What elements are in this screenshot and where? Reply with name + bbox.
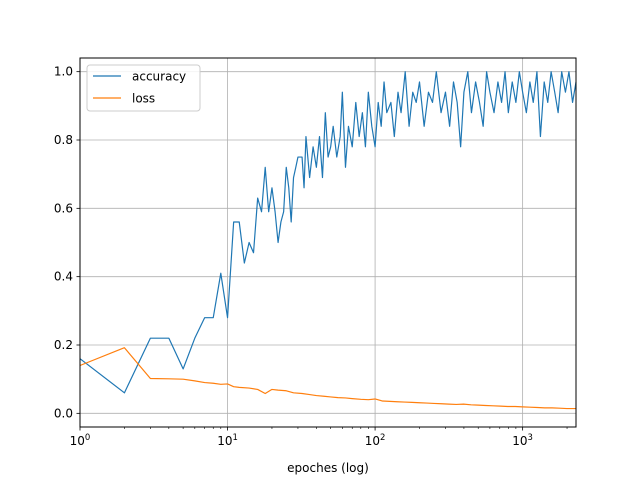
y-tick-label: 0.0: [54, 406, 73, 420]
y-tick-label: 0.8: [54, 133, 73, 147]
series-line-loss: [79, 347, 576, 410]
x-tick-label: 101: [217, 433, 238, 448]
x-tick-label-exponent: 2: [380, 433, 385, 443]
legend-label: loss: [132, 92, 155, 106]
x-tick-label-base: 10: [70, 434, 85, 448]
legend-label: accuracy: [132, 70, 186, 84]
x-axis-ticks: 100 101 102 103: [70, 427, 568, 448]
legend: accuracy loss: [86, 64, 201, 112]
y-tick-label: 1.0: [54, 65, 73, 79]
x-tick-label-base: 10: [365, 434, 380, 448]
x-tick-label: 103: [512, 433, 533, 448]
x-tick-label-exponent: 1: [232, 433, 237, 443]
x-tick-label-exponent: 0: [85, 433, 90, 443]
x-tick-label: 100: [70, 433, 91, 448]
y-axis-ticks: 0.0 0.2 0.4 0.6 0.8 1.0: [54, 65, 80, 420]
x-tick-label: 102: [365, 433, 386, 448]
x-tick-label-exponent: 3: [528, 433, 533, 443]
x-axis-label: epoches (log): [287, 461, 369, 475]
x-tick-label-base: 10: [512, 434, 527, 448]
y-tick-label: 0.6: [54, 201, 73, 215]
grid: [79, 58, 576, 427]
x-tick-label-base: 10: [217, 434, 232, 448]
y-tick-label: 0.2: [54, 338, 73, 352]
plot-lines: [79, 71, 577, 410]
y-tick-label: 0.4: [54, 270, 73, 284]
series-line-accuracy: [79, 71, 577, 394]
axes-frame: [79, 57, 577, 428]
